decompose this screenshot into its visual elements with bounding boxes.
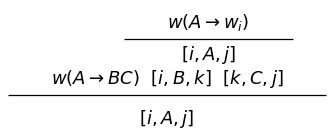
Text: $w(A \rightarrow BC) \ \ [i, B, k] \ \ [k, C, j]$: $w(A \rightarrow BC) \ \ [i, B, k] \ \ [… <box>51 68 283 90</box>
Text: $w(A \rightarrow w_i)$: $w(A \rightarrow w_i)$ <box>167 12 249 33</box>
Text: $[i, A, j]$: $[i, A, j]$ <box>181 44 236 66</box>
Text: $[i, A, j]$: $[i, A, j]$ <box>139 108 195 130</box>
